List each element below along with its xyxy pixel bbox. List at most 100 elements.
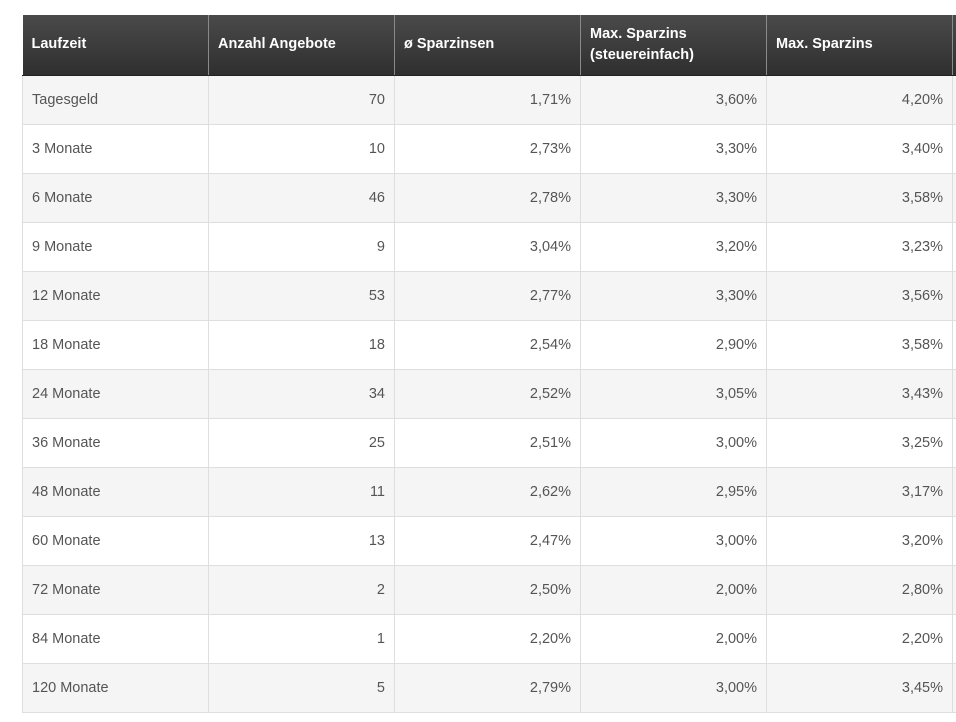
cell-spacer: [952, 613, 956, 664]
cell-laufzeit: 3 Monate: [22, 123, 209, 174]
cell-max-sparzins-steuereinfach: 2,00%: [580, 564, 767, 615]
cell-avg-sparzinsen: 2,79%: [394, 662, 581, 713]
cell-anzahl-angebote: 46: [208, 172, 395, 223]
cell-laufzeit: 72 Monate: [22, 564, 209, 615]
cell-spacer: [952, 319, 956, 370]
cell-anzahl-angebote: 11: [208, 466, 395, 517]
cell-anzahl-angebote: 9: [208, 221, 395, 272]
cell-anzahl-angebote: 34: [208, 368, 395, 419]
table-row: 36 Monate 25 2,51% 3,00% 3,25%: [22, 417, 956, 468]
cell-max-sparzins: 3,20%: [766, 515, 953, 566]
cell-laufzeit: 9 Monate: [22, 221, 209, 272]
cell-anzahl-angebote: 53: [208, 270, 395, 321]
table-container: Laufzeit Anzahl Angebote ø Sparzinsen Ma…: [22, 15, 956, 722]
header-max-sparzins-steuereinfach[interactable]: Max. Sparzins (steuereinfach): [580, 15, 767, 76]
cell-spacer: [952, 662, 956, 713]
cell-max-sparzins: 3,58%: [766, 172, 953, 223]
cell-max-sparzins: 3,25%: [766, 417, 953, 468]
cell-max-sparzins: 3,23%: [766, 221, 953, 272]
cell-laufzeit: 36 Monate: [22, 417, 209, 468]
table-row: 6 Monate 46 2,78% 3,30% 3,58%: [22, 172, 956, 223]
cell-max-sparzins: 4,20%: [766, 74, 953, 125]
cell-spacer: [952, 123, 956, 174]
table-row: 48 Monate 11 2,62% 2,95% 3,17%: [22, 466, 956, 517]
cell-max-sparzins-steuereinfach: 3,00%: [580, 662, 767, 713]
cell-spacer: [952, 368, 956, 419]
header-anzahl-angebote[interactable]: Anzahl Angebote: [208, 15, 395, 76]
table-row: 18 Monate 18 2,54% 2,90% 3,58%: [22, 319, 956, 370]
cell-avg-sparzinsen: 2,50%: [394, 564, 581, 615]
cell-max-sparzins: 3,58%: [766, 319, 953, 370]
cell-anzahl-angebote: 10: [208, 123, 395, 174]
cell-avg-sparzinsen: 1,71%: [394, 74, 581, 125]
table-row: 24 Monate 34 2,52% 3,05% 3,43%: [22, 368, 956, 419]
cell-anzahl-angebote: 18: [208, 319, 395, 370]
cell-laufzeit: 120 Monate: [22, 662, 209, 713]
cell-max-sparzins-steuereinfach: 3,00%: [580, 515, 767, 566]
header-avg-sparzinsen[interactable]: ø Sparzinsen: [394, 15, 581, 76]
cell-max-sparzins: 3,56%: [766, 270, 953, 321]
cell-max-sparzins: 3,17%: [766, 466, 953, 517]
cell-spacer: [952, 515, 956, 566]
cell-avg-sparzinsen: 2,77%: [394, 270, 581, 321]
cell-spacer: [952, 466, 956, 517]
table-row: 3 Monate 10 2,73% 3,30% 3,40%: [22, 123, 956, 174]
cell-max-sparzins-steuereinfach: 2,95%: [580, 466, 767, 517]
table-row: Tagesgeld 70 1,71% 3,60% 4,20%: [22, 74, 956, 125]
cell-avg-sparzinsen: 2,47%: [394, 515, 581, 566]
cell-avg-sparzinsen: 2,54%: [394, 319, 581, 370]
table-row: 60 Monate 13 2,47% 3,00% 3,20%: [22, 515, 956, 566]
cell-laufzeit: 18 Monate: [22, 319, 209, 370]
cell-spacer: [952, 417, 956, 468]
cell-spacer: [952, 221, 956, 272]
cell-laufzeit: 6 Monate: [22, 172, 209, 223]
cell-max-sparzins: 3,40%: [766, 123, 953, 174]
table-header: Laufzeit Anzahl Angebote ø Sparzinsen Ma…: [22, 15, 956, 76]
header-laufzeit[interactable]: Laufzeit: [22, 15, 209, 76]
cell-avg-sparzinsen: 2,52%: [394, 368, 581, 419]
cell-spacer: [952, 172, 956, 223]
table-row: 72 Monate 2 2,50% 2,00% 2,80%: [22, 564, 956, 615]
cell-laufzeit: 12 Monate: [22, 270, 209, 321]
cell-avg-sparzinsen: 2,62%: [394, 466, 581, 517]
cell-max-sparzins-steuereinfach: 3,30%: [580, 123, 767, 174]
savings-rates-table: Laufzeit Anzahl Angebote ø Sparzinsen Ma…: [22, 15, 956, 713]
table-row: 12 Monate 53 2,77% 3,30% 3,56%: [22, 270, 956, 321]
table-row: 120 Monate 5 2,79% 3,00% 3,45%: [22, 662, 956, 713]
cell-max-sparzins-steuereinfach: 3,05%: [580, 368, 767, 419]
cell-laufzeit: Tagesgeld: [22, 74, 209, 125]
table-body: Tagesgeld 70 1,71% 3,60% 4,20% 3 Monate 10 2,73…: [22, 74, 956, 713]
cell-anzahl-angebote: 1: [208, 613, 395, 664]
cell-avg-sparzinsen: 3,04%: [394, 221, 581, 272]
cell-max-sparzins: 2,80%: [766, 564, 953, 615]
cell-anzahl-angebote: 25: [208, 417, 395, 468]
table-row: 9 Monate 9 3,04% 3,20% 3,23%: [22, 221, 956, 272]
cell-max-sparzins: 3,45%: [766, 662, 953, 713]
cell-avg-sparzinsen: 2,51%: [394, 417, 581, 468]
cell-avg-sparzinsen: 2,20%: [394, 613, 581, 664]
cell-max-sparzins-steuereinfach: 3,30%: [580, 270, 767, 321]
cell-laufzeit: 84 Monate: [22, 613, 209, 664]
cell-max-sparzins-steuereinfach: 3,30%: [580, 172, 767, 223]
cell-spacer: [952, 270, 956, 321]
cell-spacer: [952, 74, 956, 125]
cell-max-sparzins: 3,43%: [766, 368, 953, 419]
cell-anzahl-angebote: 5: [208, 662, 395, 713]
cell-avg-sparzinsen: 2,78%: [394, 172, 581, 223]
cell-max-sparzins: 2,20%: [766, 613, 953, 664]
header-max-sparzins[interactable]: Max. Sparzins: [766, 15, 953, 76]
cell-max-sparzins-steuereinfach: 3,60%: [580, 74, 767, 125]
cell-anzahl-angebote: 13: [208, 515, 395, 566]
cell-laufzeit: 24 Monate: [22, 368, 209, 419]
cell-spacer: [952, 564, 956, 615]
cell-max-sparzins-steuereinfach: 2,90%: [580, 319, 767, 370]
cell-anzahl-angebote: 70: [208, 74, 395, 125]
cell-anzahl-angebote: 2: [208, 564, 395, 615]
table-row: 84 Monate 1 2,20% 2,00% 2,20%: [22, 613, 956, 664]
cell-max-sparzins-steuereinfach: 3,20%: [580, 221, 767, 272]
header-spacer: [952, 15, 956, 76]
cell-max-sparzins-steuereinfach: 3,00%: [580, 417, 767, 468]
cell-laufzeit: 60 Monate: [22, 515, 209, 566]
header-row: Laufzeit Anzahl Angebote ø Sparzinsen Ma…: [22, 15, 956, 76]
cell-max-sparzins-steuereinfach: 2,00%: [580, 613, 767, 664]
